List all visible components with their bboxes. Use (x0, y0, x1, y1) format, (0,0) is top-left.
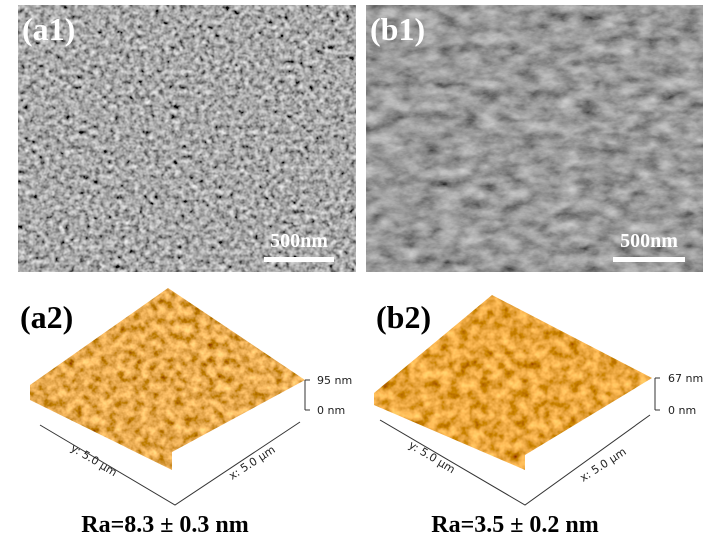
z-bottom-label: 0 nm (317, 404, 345, 417)
panel-label: (a2) (20, 299, 73, 335)
x-axis-label: x: 5.0 µm (227, 443, 278, 482)
scale-bar (613, 257, 685, 262)
roughness: Ra=3.5 ± 0.2 nm (431, 512, 599, 538)
panel-label: (a1) (22, 11, 75, 47)
z-bottom-label: 0 nm (668, 404, 696, 417)
afm-base-axis (379, 414, 651, 506)
afm-base-axis (39, 421, 301, 506)
roughness: Ra=8.3 ± 0.3 nm (81, 512, 249, 538)
sem-panel-a1: (a1) 500nm (18, 5, 356, 272)
y-axis-label: y: 5.0 µm (68, 441, 119, 479)
x-axis-label: x: 5.0 µm (578, 445, 629, 484)
panel-label: (b1) (370, 11, 425, 47)
y-axis-label: y: 5.0 µm (406, 438, 457, 476)
afm-panel-a2: (a2) 95 nm 0 nm y: 5.0 µm x: 5.0 µm Ra=8… (20, 288, 352, 538)
scale-bar-label: 500nm (620, 230, 678, 252)
sem-image (18, 5, 356, 272)
panel-label: (b2) (376, 299, 431, 335)
scale-bar-label: 500nm (270, 230, 328, 252)
z-top-label: 67 nm (668, 372, 703, 385)
sem-image (366, 5, 703, 272)
afm-panel-b2: (b2) 67 nm 0 nm y: 5.0 µm x: 5.0 µm Ra=3… (374, 295, 703, 538)
z-top-label: 95 nm (317, 374, 352, 387)
scale-bar (264, 257, 334, 262)
sem-panel-b1: (b1) 500nm (366, 5, 703, 272)
